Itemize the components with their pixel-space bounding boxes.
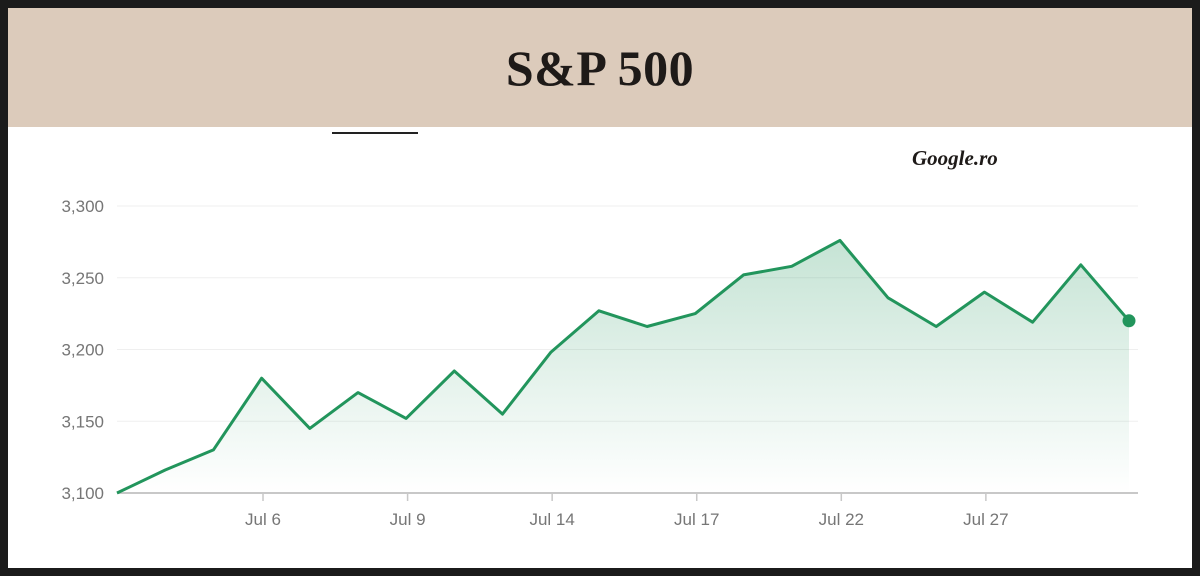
y-tick-label: 3,150	[61, 412, 104, 431]
data-point	[693, 312, 697, 316]
data-point	[741, 273, 745, 277]
x-tick-label: Jul 22	[819, 510, 864, 529]
x-axis: Jul 6 Jul 9 Jul 14 Jul 17 Jul 22 Jul 27	[245, 493, 1009, 529]
data-point	[1031, 320, 1035, 324]
data-point	[645, 325, 649, 329]
data-point	[501, 412, 505, 416]
chart-title: S&P 500	[505, 39, 695, 96]
data-points	[115, 238, 1136, 495]
series-line	[116, 238, 1131, 495]
x-tick-label: Jul 27	[963, 510, 1008, 529]
y-axis: 3,100 3,150 3,200 3,250 3,300	[61, 197, 104, 503]
data-point	[982, 290, 986, 294]
data-point	[886, 296, 890, 300]
x-tick-label: Jul 6	[245, 510, 281, 529]
x-tick-label: Jul 14	[529, 510, 574, 529]
data-point	[308, 426, 312, 430]
source-label: Google.ro	[912, 146, 998, 170]
data-point	[211, 448, 215, 452]
data-point	[404, 416, 408, 420]
data-point	[790, 264, 794, 268]
data-point	[260, 376, 264, 380]
x-tick-label: Jul 9	[390, 510, 426, 529]
data-point	[452, 369, 456, 373]
data-point	[115, 491, 119, 495]
data-point	[163, 468, 167, 472]
area-fill	[117, 240, 1129, 493]
data-point	[356, 391, 360, 395]
y-tick-label: 3,300	[61, 197, 104, 216]
selected-tab-indicator	[332, 132, 418, 134]
y-tick-label: 3,100	[61, 484, 104, 503]
y-tick-label: 3,250	[61, 269, 104, 288]
chart-header: S&P 500	[8, 8, 1192, 127]
data-point	[838, 238, 842, 242]
last-value-dot	[1122, 314, 1136, 328]
data-point	[1079, 263, 1083, 267]
x-tick-label: Jul 17	[674, 510, 719, 529]
y-tick-label: 3,200	[61, 341, 104, 360]
data-point	[597, 309, 601, 313]
data-point	[934, 325, 938, 329]
data-point	[549, 350, 553, 354]
